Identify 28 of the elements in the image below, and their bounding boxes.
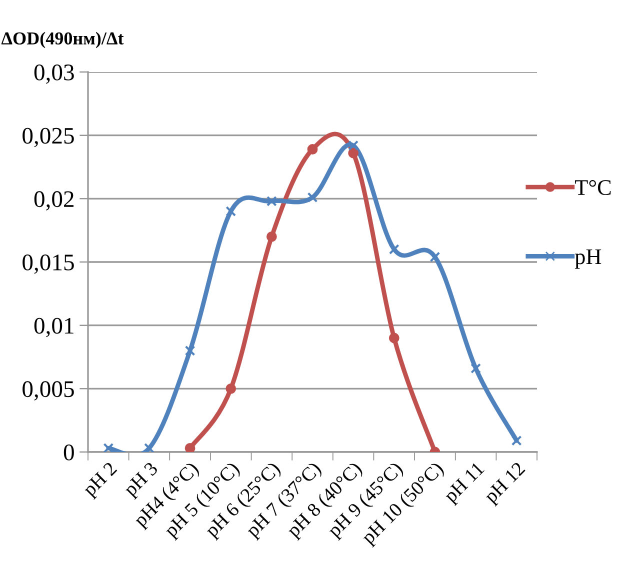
- y-tick-label: 0,015: [22, 254, 74, 274]
- point: [348, 148, 359, 158]
- legend-label: pH: [574, 249, 602, 269]
- point: [184, 345, 196, 356]
- point: [307, 144, 318, 154]
- y-tick-label: 0,01: [34, 318, 74, 338]
- point: [226, 383, 236, 394]
- point: [307, 192, 318, 203]
- point: [226, 206, 236, 217]
- point: [388, 332, 400, 344]
- point: [388, 244, 400, 255]
- y-tick-label: 0: [64, 444, 74, 460]
- point: [103, 442, 114, 452]
- point: [511, 435, 522, 446]
- y-tick-label: 0,02: [34, 191, 74, 210]
- y-tick-label: 0,03: [34, 64, 74, 84]
- point: [184, 442, 196, 452]
- point: [144, 442, 154, 452]
- y-tick-label: 0,025: [22, 128, 74, 148]
- point: [430, 252, 440, 262]
- x-tick-label: pH 2: [82, 462, 120, 500]
- legend-label: T°C: [575, 180, 611, 196]
- y-axis-title: ΔOD(490нм)/Δt: [1, 32, 124, 48]
- point: [470, 363, 481, 374]
- point: [348, 140, 359, 151]
- y-tick-label: 0,005: [22, 381, 74, 400]
- point: [266, 196, 277, 206]
- point: [266, 231, 277, 242]
